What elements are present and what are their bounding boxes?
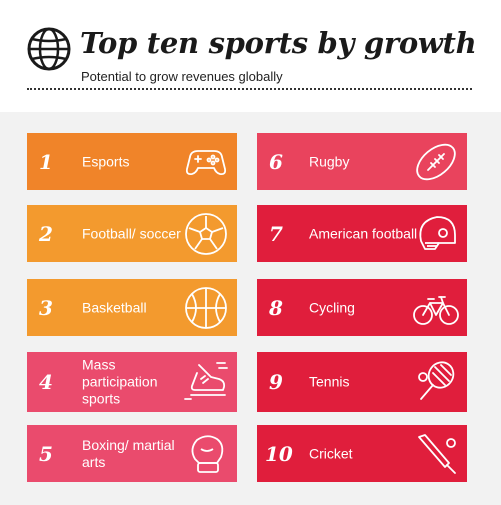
globe-icon — [26, 26, 72, 72]
rugby-ball-icon — [411, 137, 461, 187]
rank-number: 8 — [269, 295, 283, 320]
rank-number: 7 — [269, 221, 283, 246]
sport-tile-basketball: 3 Basketball — [27, 279, 237, 336]
basketball-icon — [181, 283, 231, 333]
boxing-glove-icon — [181, 429, 231, 479]
cricket-bat-icon — [411, 429, 461, 479]
sport-name: Football/ soccer — [82, 225, 181, 241]
football-helmet-icon — [411, 209, 461, 259]
sport-name: Tennis — [309, 373, 350, 390]
sport-name: Cycling — [309, 299, 355, 315]
sport-name: Boxing/ martial arts — [82, 436, 175, 470]
sport-name: Cricket — [309, 445, 353, 461]
gamepad-icon — [181, 137, 231, 187]
sport-name: Rugby — [309, 153, 350, 169]
running-shoe-icon — [181, 357, 231, 407]
sport-tile-mass-participation: 4 Mass participation sports — [27, 352, 237, 412]
sport-name: Basketball — [82, 299, 147, 315]
rank-number: 6 — [269, 149, 283, 174]
sport-name: Esports — [82, 153, 130, 169]
page-subtitle: Potential to grow revenues globally — [81, 69, 283, 84]
rank-number: 3 — [39, 295, 53, 320]
sport-tile-esports: 1 Esports — [27, 133, 237, 190]
sport-tile-tennis: 9 Tennis — [257, 352, 467, 412]
tennis-racket-icon — [411, 357, 461, 407]
rank-number: 1 — [39, 149, 53, 174]
soccer-ball-icon — [181, 209, 231, 259]
sport-tile-cycling: 8 Cycling — [257, 279, 467, 336]
rank-number: 2 — [39, 221, 53, 246]
rank-number: 5 — [39, 441, 53, 466]
rank-number: 4 — [39, 370, 53, 394]
sport-tile-football-soccer: 2 Football/ soccer — [27, 205, 237, 262]
sport-tile-american-football: 7 American football — [257, 205, 467, 262]
rank-number: 9 — [269, 370, 283, 394]
sport-tile-rugby: 6 Rugby — [257, 133, 467, 190]
sport-name: American football — [309, 225, 418, 241]
bicycle-icon — [411, 283, 461, 333]
header: Top ten sports by growth Potential to gr… — [0, 0, 501, 112]
sport-tile-cricket: 10 Cricket — [257, 425, 467, 482]
sport-tile-boxing: 5 Boxing/ martial arts — [27, 425, 237, 482]
sport-name: Mass participation sports — [82, 356, 158, 407]
page-title: Top ten sports by growth — [80, 26, 477, 60]
rank-number: 10 — [265, 441, 293, 466]
dotted-divider — [27, 88, 472, 90]
